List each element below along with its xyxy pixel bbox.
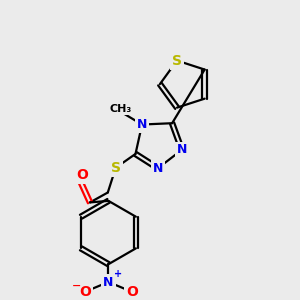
Text: N: N	[103, 275, 114, 289]
Text: N: N	[177, 143, 187, 156]
Text: O: O	[126, 285, 138, 299]
Text: S: S	[172, 54, 182, 68]
Text: CH₃: CH₃	[109, 104, 131, 114]
Text: O: O	[76, 168, 88, 182]
Text: S: S	[111, 161, 121, 175]
Text: O: O	[79, 285, 91, 299]
Text: N: N	[137, 118, 147, 131]
Text: −: −	[72, 281, 82, 291]
Text: +: +	[114, 269, 122, 279]
Text: N: N	[153, 162, 163, 175]
